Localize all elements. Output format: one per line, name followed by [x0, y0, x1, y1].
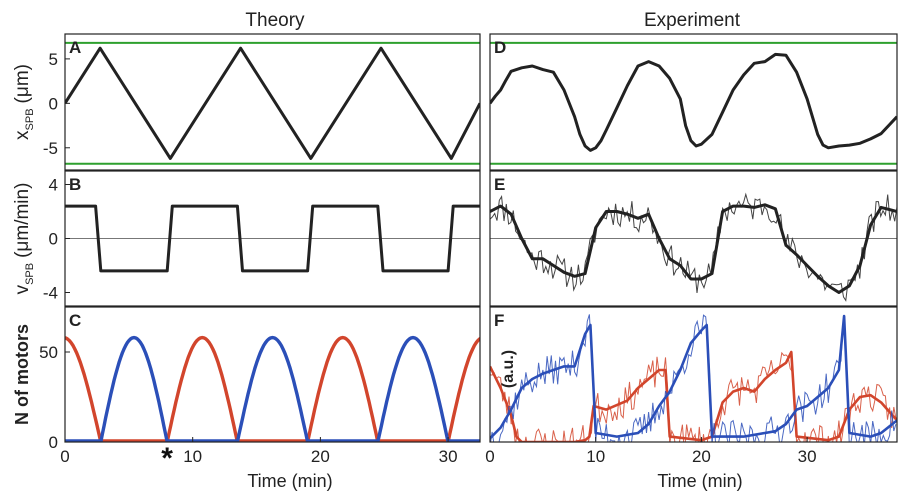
panel-label-d: D — [494, 38, 506, 57]
series-blue-trace-3 — [490, 314, 897, 440]
y-tick-label-2: 50 — [39, 343, 58, 362]
y-axis-label-b: vSPB (μm/min) — [12, 183, 36, 295]
y-axis-label-symbol: N of motors — [12, 324, 32, 425]
series-blue-trace-3-arch-1 — [99, 335, 169, 442]
plot-area-b — [65, 204, 480, 273]
panel-d: D — [489, 33, 898, 171]
plot-area-d — [490, 41, 897, 165]
frame-a — [64, 33, 481, 171]
panel-e: E — [489, 170, 898, 307]
y-tick-label-3: 5 — [49, 50, 58, 69]
x-tick-label-1: 0 — [60, 447, 69, 466]
asterisk-marker: * — [161, 442, 173, 475]
x-axis-label-experiment: Time (min) — [657, 471, 742, 491]
y-axis-label-unit: (μm) — [12, 64, 33, 103]
y-axis-label-subscript: SPB — [24, 263, 36, 285]
y-axis-label-f: (a.u.) — [500, 350, 517, 388]
plot-area-c — [65, 335, 480, 442]
y-tick-label-1: -5 — [43, 139, 58, 158]
y-axis-label-symbol: x — [12, 130, 33, 140]
panel-label-e: E — [494, 175, 505, 194]
series-red-trace-1-arch-2 — [165, 335, 240, 442]
y-axis-label-a: xSPB (μm) — [12, 64, 36, 140]
series-black-trace-1 — [490, 203, 897, 294]
series-black-trace-1 — [65, 46, 480, 160]
panel-c: 0 50 0 10 20 30 C * N of motors — [12, 306, 481, 475]
frame-e — [489, 170, 898, 307]
column-title-theory: Theory — [245, 10, 305, 31]
x-tick-label-1: 0 — [485, 447, 494, 466]
x-tick-label-3: 20 — [692, 447, 711, 466]
y-axis-label-unit: (μm/min) — [12, 183, 33, 258]
y-axis-label-symbol: v — [12, 284, 33, 294]
series-red-trace-1 — [490, 350, 897, 442]
frame-f — [489, 306, 898, 443]
y-axis-label-subscript: SPB — [24, 108, 36, 130]
y-tick-label-2: 0 — [49, 230, 58, 249]
panel-label-a: A — [69, 38, 81, 57]
y-tick-label-1: -4 — [43, 284, 58, 303]
x-tick-label-4: 30 — [798, 447, 817, 466]
x-tick-label-2: 10 — [183, 447, 202, 466]
frame-d — [489, 33, 898, 171]
series-red-trace-2-raw — [490, 351, 897, 442]
x-tick-label-4: 30 — [439, 447, 458, 466]
series-blue-trace-3-arch-2 — [235, 335, 310, 442]
series-red-trace-1-arch-3 — [305, 335, 380, 442]
panel-label-c: C — [69, 311, 81, 330]
frame-c — [64, 306, 481, 443]
series-red-trace-1-arch-1 — [65, 336, 103, 442]
x-axis-label-theory: Time (min) — [247, 471, 332, 491]
plot-area-a — [65, 41, 480, 165]
y-tick-label-3: 4 — [49, 176, 58, 195]
series-black-trace-1 — [65, 204, 480, 273]
plot-area-e — [490, 192, 897, 302]
x-tick-label-2: 10 — [586, 447, 605, 466]
panel-label-f: F — [494, 311, 504, 330]
series-blue-trace-4-raw — [490, 314, 897, 442]
y-tick-label-1: 0 — [49, 433, 58, 452]
panel-label-b: B — [69, 175, 81, 194]
panel-f: 0 10 20 30 F (a.u.) — [485, 306, 898, 466]
series-red-trace-1-arch-4 — [446, 336, 480, 442]
plot-area-f — [490, 314, 897, 442]
x-tick-label-3: 20 — [311, 447, 330, 466]
series-black-trace-1 — [490, 52, 897, 152]
y-tick-label-2: 0 — [49, 94, 58, 113]
series-black-trace-2-raw — [490, 192, 897, 302]
column-title-experiment: Experiment — [644, 10, 741, 31]
series-blue-trace-3-arch-3 — [376, 335, 450, 442]
y-axis-label-c: N of motors — [12, 324, 32, 425]
